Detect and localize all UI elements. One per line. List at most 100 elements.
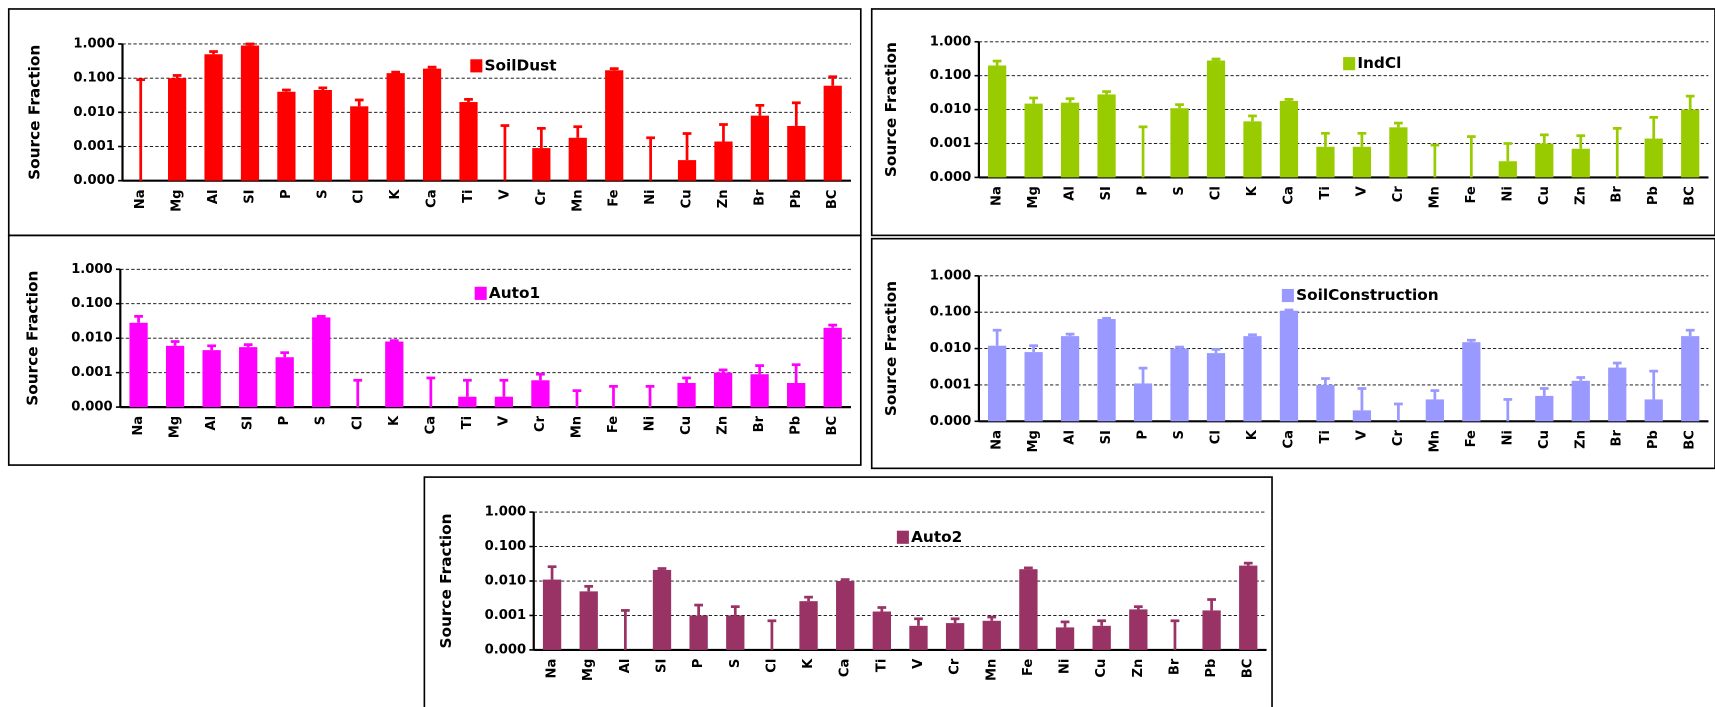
legend-label: SoilConstruction [1296, 286, 1439, 304]
x-tick-label: Cl [1209, 186, 1224, 200]
legend-swatch [474, 286, 487, 300]
error-bar [389, 339, 399, 342]
error-bar [992, 59, 1002, 66]
x-tick-label: BC [825, 189, 840, 209]
legend-swatch [1343, 57, 1356, 71]
error-bar [1466, 135, 1476, 178]
error-bar [1065, 97, 1075, 103]
error-bar [1211, 348, 1221, 354]
error-bar [1430, 389, 1440, 400]
y-tick-label: 0.001 [930, 136, 971, 151]
bar [277, 91, 296, 181]
x-tick-label: Pb [1646, 430, 1661, 449]
bar [129, 322, 148, 408]
x-tick-label: Br [1167, 658, 1182, 675]
error-bar [1170, 619, 1180, 650]
bar [1060, 102, 1080, 178]
x-tick-label: Mn [569, 416, 584, 438]
x-tick-label: Ca [838, 659, 853, 677]
x-tick-label: S [728, 659, 743, 668]
x-tick-label: S [315, 189, 330, 198]
bar [1243, 121, 1262, 178]
panel-frame [423, 476, 1273, 707]
error-bar [1503, 398, 1513, 422]
x-tick-label: Cu [1537, 186, 1552, 205]
error-bar [1248, 333, 1257, 337]
bar [945, 623, 965, 650]
x-tick-label: Cl [350, 416, 365, 430]
x-tick-label: BC [825, 416, 840, 436]
x-tick-label: Cu [1537, 430, 1552, 449]
x-tick-label: Ti [874, 659, 889, 672]
error-bar [1430, 143, 1440, 178]
x-tick-label: Ti [461, 189, 476, 202]
legend-label: Auto2 [911, 528, 962, 546]
x-tick-label: K [1245, 185, 1260, 196]
error-bar [1503, 142, 1513, 162]
error-bar [694, 603, 704, 616]
bar [689, 615, 708, 650]
x-tick-label: P [279, 189, 294, 199]
error-bar [609, 384, 618, 408]
x-tick-label: Zn [716, 189, 731, 208]
error-bar [804, 595, 813, 602]
legend-swatch [470, 59, 483, 73]
error-bar [914, 617, 923, 626]
bar [240, 45, 260, 181]
y-tick-label: 0.010 [930, 102, 971, 117]
error-bar [209, 50, 218, 55]
bar [1097, 319, 1116, 422]
legend-label: IndCl [1357, 54, 1401, 72]
error-bar [391, 70, 401, 74]
bar [1462, 342, 1481, 422]
error-bar [682, 376, 691, 384]
y-tick-label: 0.100 [930, 305, 971, 320]
error-bar [1138, 125, 1148, 178]
bar [872, 611, 891, 650]
error-bar [354, 98, 364, 107]
error-bar [840, 578, 850, 581]
bar [1498, 161, 1517, 178]
bar [982, 620, 1001, 650]
x-tick-label: Mn [984, 659, 999, 681]
x-tick-label: Cl [764, 659, 779, 673]
error-bar [1138, 366, 1148, 384]
error-bar [1466, 338, 1476, 343]
panel: 0.000 0.001 0.010 0.100 1.000 Source Fraction… [7, 234, 862, 466]
x-tick-label: Fe [607, 189, 622, 206]
y-tick-label: 0.001 [71, 365, 112, 380]
bar [458, 396, 477, 408]
error-bar [573, 125, 583, 138]
x-tick-label: Ti [1318, 430, 1333, 443]
error-bar [1284, 98, 1294, 101]
error-bar [572, 389, 582, 408]
bar [385, 341, 404, 408]
error-bar [353, 378, 363, 408]
bar [1243, 336, 1262, 422]
x-tick-label: K [387, 415, 402, 426]
x-tick-label: Mg [1026, 430, 1041, 452]
bar [494, 396, 514, 408]
error-bar [427, 65, 437, 69]
x-tick-label: V [497, 189, 512, 200]
y-tick-label: 1.000 [930, 268, 971, 283]
bar [787, 125, 806, 181]
x-tick-label: P [1136, 186, 1151, 196]
bar [713, 372, 733, 408]
error-bar [992, 328, 1002, 346]
error-bar [1357, 387, 1367, 411]
x-tick-label: Cr [1391, 430, 1406, 447]
bar [313, 90, 332, 181]
x-tick-label: Ni [1500, 430, 1515, 445]
bar [799, 601, 818, 650]
bar [605, 70, 624, 181]
error-bar [791, 101, 801, 126]
bar [239, 347, 258, 408]
x-tick-label: Al [204, 416, 219, 431]
error-bar [207, 344, 217, 351]
x-tick-label: K [1245, 429, 1260, 440]
x-tick-label: Na [990, 430, 1005, 450]
x-tick-label: SI [654, 659, 669, 673]
x-tick-label: S [1172, 186, 1187, 195]
x-tick-label: Cu [679, 416, 694, 435]
